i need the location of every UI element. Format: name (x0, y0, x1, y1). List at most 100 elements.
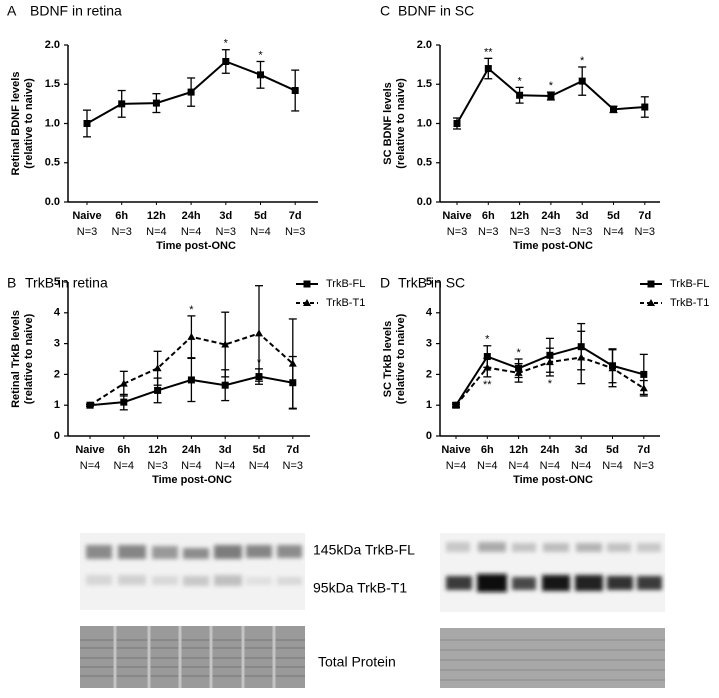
marker (288, 359, 297, 367)
n-label: N=4 (181, 460, 202, 472)
chart-title: BDNF in retina (30, 3, 122, 19)
y-axis-label: SC TrkB levels (382, 321, 394, 397)
x-tick-label: 24h (540, 444, 559, 456)
marker (187, 376, 195, 384)
n-label: N=4 (540, 460, 561, 472)
chart-title: TrkB in SC (398, 275, 465, 291)
x-tick-label: 3d (219, 444, 232, 456)
significance-mark: * (189, 304, 194, 316)
marker (483, 353, 491, 361)
x-tick-label: 12h (148, 444, 167, 456)
x-tick-label: 6h (481, 444, 494, 456)
x-tick-label: 6h (115, 210, 128, 222)
marker (578, 77, 586, 85)
x-tick-label: 5d (606, 444, 619, 456)
marker (221, 381, 229, 389)
x-tick-label: 3d (219, 210, 232, 222)
chart-panel: B TrkB in retina 0 1 2 3 4 5 Naive N=4 6h N=4 12h N=3… (7, 275, 365, 486)
significance-mark: ** (483, 379, 492, 391)
y-axis-label: (relative to naive) (395, 78, 407, 169)
n-label: N=4 (508, 460, 529, 472)
x-tick-label: 5d (254, 210, 267, 222)
panel-letter: C (380, 3, 390, 19)
n-label: N=4 (446, 460, 467, 472)
n-label: N=3 (447, 226, 468, 238)
significance-mark: * (485, 334, 490, 346)
y-tick-label: 0.0 (417, 196, 432, 208)
y-tick-label: 1.0 (417, 117, 432, 129)
y-tick-label: 2 (426, 368, 432, 380)
n-label: N=4 (571, 460, 592, 472)
legend-label: TrkB-T1 (670, 297, 709, 309)
chart-title: BDNF in SC (398, 3, 474, 19)
n-label: N=3 (634, 460, 655, 472)
chart-panel: C BDNF in SC 0.0 0.5 1.0 1.5 2.0 Naive N=3 6h N=3 1… (380, 3, 660, 252)
y-tick-label: 1 (426, 399, 432, 411)
y-tick-label: 0.0 (45, 196, 60, 208)
n-label: N=3 (478, 226, 499, 238)
marker (153, 364, 162, 372)
marker (545, 358, 554, 366)
n-label: N=4 (215, 460, 236, 472)
blot-label-fl: 145kDa TrkB-FL (313, 542, 415, 558)
marker (187, 332, 196, 340)
legend-label: TrkB-T1 (326, 297, 365, 309)
y-tick-label: 0.5 (45, 157, 60, 169)
y-tick-label: 0 (426, 430, 432, 442)
x-tick-label: 3d (575, 444, 588, 456)
total-protein-retina (80, 626, 305, 688)
marker (221, 340, 230, 348)
y-axis-label: (relative to naive) (23, 313, 35, 404)
marker (119, 379, 128, 387)
x-tick-label: 7d (637, 444, 650, 456)
marker (453, 120, 461, 127)
n-label: N=3 (147, 460, 168, 472)
x-tick-label: 12h (510, 210, 529, 222)
total-protein-sc (440, 628, 665, 688)
significance-mark: * (224, 38, 229, 50)
n-label: N=4 (146, 226, 167, 238)
x-tick-label: 7d (638, 210, 651, 222)
x-axis-label: Time post-ONC (152, 474, 232, 486)
y-tick-label: 2 (54, 368, 60, 380)
significance-mark: * (548, 378, 553, 390)
n-label: N=3 (283, 460, 304, 472)
x-tick-label: Naive (441, 444, 470, 456)
n-label: N=4 (114, 460, 135, 472)
significance-mark: * (549, 80, 554, 92)
marker (647, 299, 655, 306)
significance-mark: ** (484, 46, 493, 58)
marker (484, 65, 492, 73)
marker (610, 105, 617, 113)
legend-label: TrkB-FL (326, 278, 365, 290)
marker (291, 87, 299, 95)
y-tick-label: 0 (54, 430, 60, 442)
marker (86, 401, 94, 409)
n-label: N=4 (181, 226, 202, 238)
blot-label-total: Total Protein (318, 654, 396, 670)
marker (647, 280, 655, 288)
lane-gaps-retina (113, 626, 276, 688)
y-axis-label: SC BDNF levels (382, 82, 394, 165)
n-label: N=3 (509, 226, 530, 238)
marker (120, 398, 128, 406)
marker (303, 280, 311, 288)
y-tick-label: 1.5 (45, 78, 60, 90)
marker (547, 92, 555, 100)
chart-panel: D TrkB in SC 0 1 2 3 4 5 Naive N=4 6h N=4 12h N=4 24h N… (380, 275, 709, 486)
y-axis-label: (relative to naive) (395, 313, 407, 404)
y-tick-label: 4 (426, 307, 433, 319)
significance-mark: * (580, 55, 585, 67)
y-tick-label: 2.0 (417, 39, 432, 51)
x-tick-label: 24h (541, 210, 560, 222)
y-tick-label: 3 (54, 338, 60, 350)
x-tick-label: Naive (72, 210, 101, 222)
marker (516, 91, 524, 99)
panel-letter: D (380, 275, 390, 291)
x-tick-label: 5d (253, 444, 266, 456)
x-tick-label: 12h (509, 444, 528, 456)
panel-letter: A (7, 3, 17, 19)
n-label: N=3 (541, 226, 562, 238)
blot-label-t1: 95kDa TrkB-T1 (313, 580, 407, 596)
marker (222, 57, 230, 65)
